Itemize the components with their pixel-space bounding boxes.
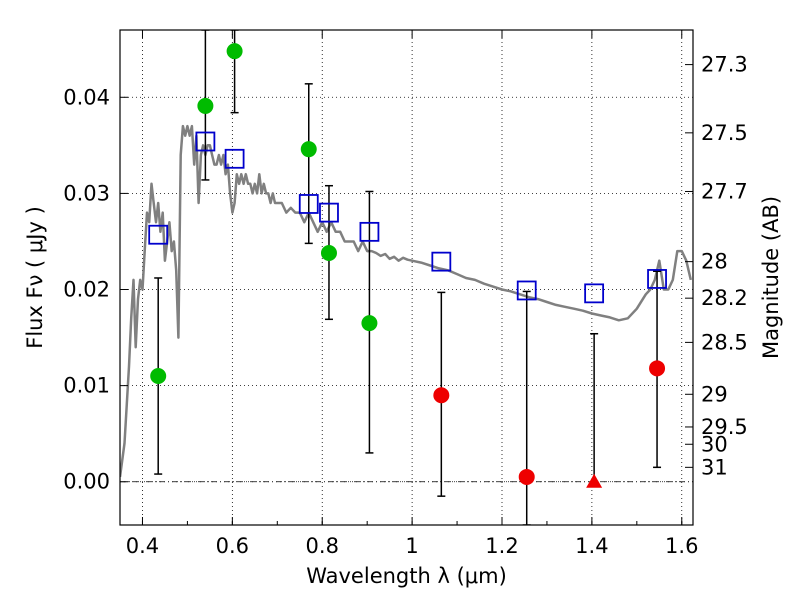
grid-layer <box>120 30 693 525</box>
red-marker <box>433 387 450 404</box>
green-marker <box>361 315 378 332</box>
green-marker <box>197 97 214 114</box>
square-marker <box>516 280 537 301</box>
x-tick-label: 1.2 <box>485 534 518 558</box>
right-tick-label: 31 <box>701 455 728 479</box>
x-tick-label: 0.4 <box>126 534 159 558</box>
green-marker <box>320 244 337 261</box>
right-tick-label: 30 <box>701 432 728 456</box>
x-tick-label: 0.8 <box>306 534 339 558</box>
upper-limit-marker <box>586 473 603 488</box>
square-marker <box>298 194 319 214</box>
red-marker <box>518 468 535 485</box>
data-layer <box>120 30 693 525</box>
x-tick-label: 0.6 <box>216 534 249 558</box>
y-axis-label: Flux Fν ( μJy ) <box>23 206 47 349</box>
green-marker <box>150 368 167 385</box>
right-tick-label: 27.5 <box>701 121 748 145</box>
x-axis-label: Wavelength λ (μm) <box>306 564 507 588</box>
square-marker <box>224 148 245 169</box>
right-tick-label: 27.3 <box>701 53 748 77</box>
square-marker <box>359 221 380 242</box>
x-tick-label: 1 <box>405 534 418 558</box>
tick-layer: 0.4 0.6 0.8 1 1.2 1.4 1.6 0.00 0.01 0.02 0.03 0.04 2… <box>63 30 748 558</box>
square-marker <box>319 202 339 223</box>
square-marker <box>584 283 605 304</box>
square-marker <box>148 224 169 245</box>
red-marker <box>649 360 666 377</box>
y-tick-label: 0.04 <box>63 85 110 109</box>
y-tick-label: 0.03 <box>63 181 110 205</box>
right-tick-label: 28 <box>701 250 728 274</box>
right-tick-label: 28.2 <box>701 286 748 310</box>
y-tick-label: 0.02 <box>63 278 110 302</box>
right-tick-label: 29.5 <box>701 415 748 439</box>
right-axis-label: Magnitude (AB) <box>759 196 783 359</box>
green-marker <box>300 141 317 158</box>
square-marker <box>431 251 452 272</box>
square-marker <box>647 269 667 289</box>
x-tick-label: 1.4 <box>575 534 608 558</box>
square-marker <box>195 131 216 152</box>
right-tick-label: 28.5 <box>701 330 748 354</box>
plot-area <box>120 30 693 525</box>
green-marker <box>226 43 243 60</box>
right-tick-label: 29 <box>701 382 728 406</box>
right-tick-label: 27.7 <box>701 179 748 203</box>
plot-frame <box>119 29 694 526</box>
y-tick-label: 0.00 <box>63 470 110 494</box>
x-tick-label: 1.6 <box>665 534 698 558</box>
y-tick-label: 0.01 <box>63 374 110 398</box>
